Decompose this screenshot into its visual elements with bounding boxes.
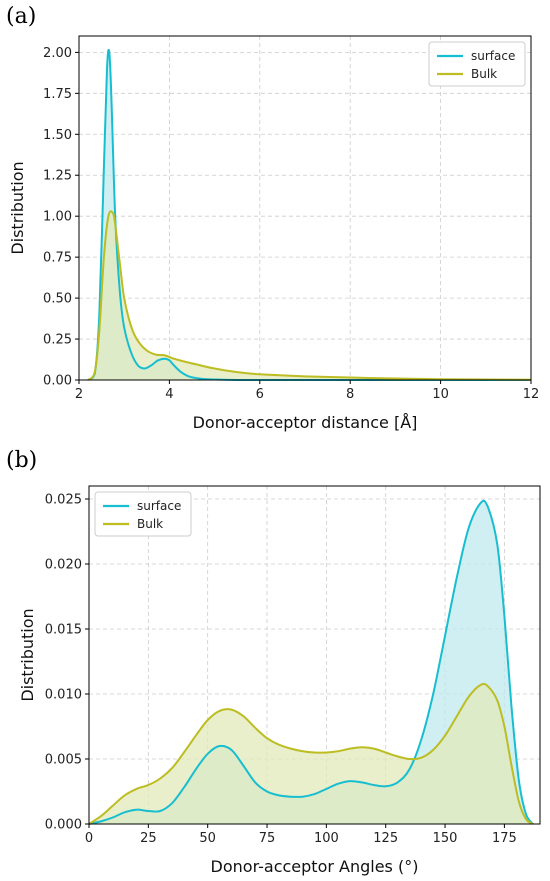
- x-tick-label: 25: [140, 831, 157, 846]
- series-line-surface: [88, 499, 534, 825]
- y-tick-label: 0.00: [43, 374, 72, 389]
- y-axis-label: Distribution: [18, 608, 37, 701]
- y-tick-label: 0.75: [43, 251, 72, 266]
- x-tick-label: 50: [199, 831, 216, 846]
- y-tick-label: 1.50: [43, 128, 72, 143]
- y-tick-label: 0.020: [45, 558, 82, 573]
- plot-frame: [78, 35, 532, 381]
- x-tick-label: 125: [373, 831, 398, 846]
- series-area-surface: [89, 500, 533, 824]
- y-tick-label: 0.25: [43, 333, 72, 348]
- legend-label-surface: surface: [137, 499, 181, 513]
- legend-label-bulk: Bulk: [137, 517, 163, 531]
- legend-label-bulk: Bulk: [471, 67, 497, 81]
- y-tick-label: 0.015: [45, 623, 82, 638]
- x-axis-label: Donor-acceptor Angles (°): [211, 857, 419, 876]
- plot-frame: [88, 485, 541, 825]
- y-tick-label: 0.025: [45, 493, 82, 508]
- x-tick-label: 150: [433, 831, 458, 846]
- x-tick-label: 0: [85, 831, 93, 846]
- series-area-bulk: [88, 211, 531, 380]
- chart-a-distance: 2 4 6 8 10 12 0.00 0.25 0.50 0.75 1.00 1.25 1.50 1.75…: [8, 35, 540, 432]
- x-tick-label: 8: [346, 387, 354, 402]
- x-tick-label: 6: [256, 387, 264, 402]
- series-line-surface: [87, 48, 531, 382]
- chart-b-angles: 0 25 50 75 100 125 150 175 0.000 0.005 0.010 0.015 0…: [18, 485, 541, 876]
- x-tick-label: 4: [165, 387, 173, 402]
- series-line-bulk: [87, 210, 532, 381]
- y-axis-label: Distribution: [8, 161, 27, 254]
- y-tick-label: 1.25: [43, 169, 72, 184]
- y-tick-label: 0.005: [45, 753, 82, 768]
- x-tick-label: 75: [259, 831, 276, 846]
- x-tick-label: 100: [314, 831, 339, 846]
- panel-label-a: (a): [6, 4, 37, 29]
- panel-label-b: (b): [6, 448, 38, 473]
- series-area-bulk: [89, 683, 533, 824]
- series-area-surface: [88, 49, 531, 381]
- x-tick-label: 175: [492, 831, 517, 846]
- legend-label-surface: surface: [471, 49, 515, 63]
- y-tick-label: 1.00: [43, 210, 72, 225]
- y-tick-label: 2.00: [43, 46, 72, 61]
- y-tick-label: 0.50: [43, 292, 72, 307]
- y-tick-label: 0.010: [45, 688, 82, 703]
- x-tick-label: 2: [75, 387, 83, 402]
- y-tick-label: 0.000: [45, 818, 82, 833]
- x-axis-label: Donor-acceptor distance [Å]: [193, 413, 418, 432]
- x-tick-label: 12: [523, 387, 540, 402]
- series-line-bulk: [88, 682, 534, 825]
- y-tick-label: 1.75: [43, 87, 72, 102]
- x-tick-label: 10: [432, 387, 449, 402]
